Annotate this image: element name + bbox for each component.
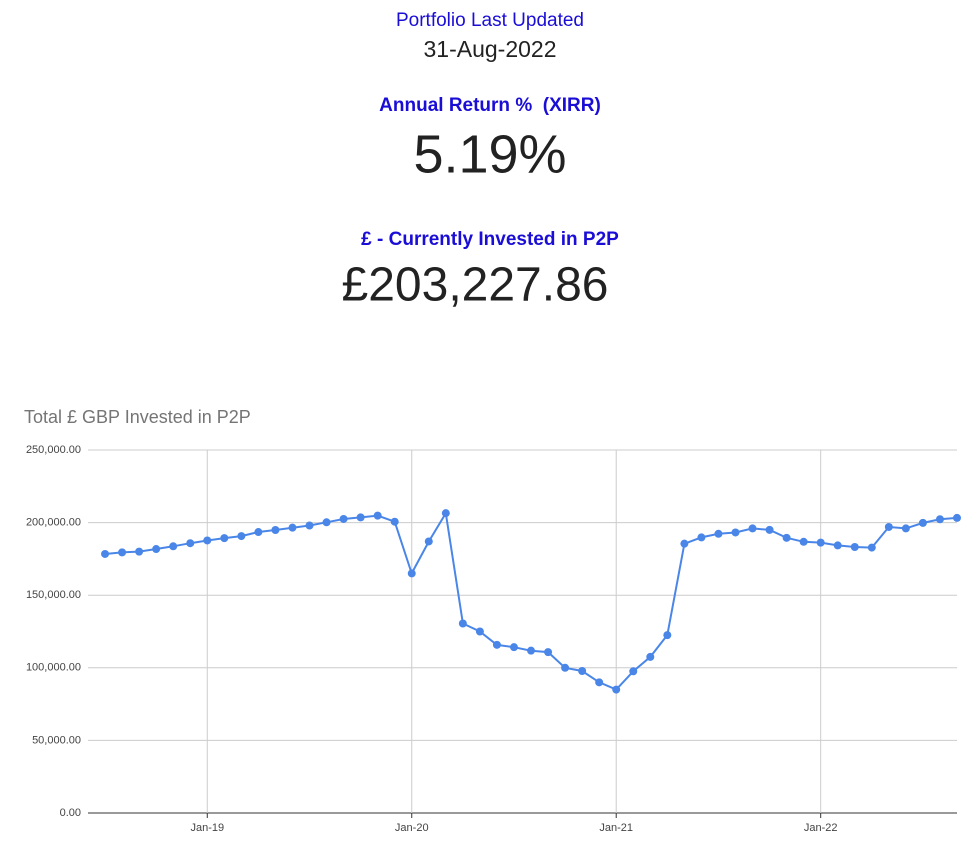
data-point — [867, 543, 876, 552]
data-point — [492, 640, 501, 649]
data-point — [629, 667, 638, 676]
updated-label: Portfolio Last Updated — [396, 10, 584, 31]
data-point — [884, 522, 893, 531]
data-point — [646, 652, 655, 661]
data-point — [850, 542, 859, 551]
x-tick-label: Jan-21 — [599, 822, 633, 834]
data-point — [152, 545, 161, 554]
data-point — [288, 523, 297, 532]
data-point — [782, 533, 791, 542]
return-value: 5.19% — [413, 124, 566, 184]
data-point — [578, 666, 587, 675]
y-tick-label: 200,000.00 — [26, 517, 81, 529]
x-tick-label: Jan-22 — [804, 822, 838, 834]
data-point — [714, 529, 723, 538]
data-point — [305, 521, 314, 530]
data-point — [680, 539, 689, 548]
data-point — [663, 631, 672, 640]
data-point — [697, 533, 706, 542]
data-point — [799, 537, 808, 546]
data-point — [373, 511, 382, 520]
y-tick-label: 100,000.00 — [26, 662, 81, 674]
data-point — [475, 627, 484, 636]
data-point — [833, 541, 842, 550]
return-label: Annual Return % (XIRR) — [379, 95, 601, 116]
data-point — [441, 509, 450, 518]
updated-date: 31-Aug-2022 — [424, 36, 557, 62]
data-line — [104, 510, 958, 691]
data-point — [527, 646, 536, 655]
data-point — [254, 528, 263, 537]
data-point — [612, 685, 621, 694]
data-point — [953, 513, 961, 522]
data-point — [271, 526, 280, 535]
data-point — [765, 525, 774, 534]
data-point — [407, 569, 416, 578]
data-point — [135, 547, 144, 556]
x-tick-label: Jan-19 — [190, 822, 224, 834]
data-point — [731, 528, 740, 537]
data-point — [203, 536, 212, 545]
data-point — [356, 513, 365, 522]
data-point — [935, 515, 944, 524]
data-point — [544, 648, 553, 657]
data-point — [390, 517, 399, 526]
data-point — [186, 539, 195, 548]
data-point — [509, 643, 518, 652]
y-tick-label: 250,000.00 — [26, 444, 81, 456]
y-tick-label: 0.00 — [60, 807, 81, 819]
data-point — [220, 534, 229, 543]
data-point — [118, 548, 127, 557]
y-tick-label: 50,000.00 — [32, 734, 81, 746]
data-point — [322, 518, 331, 527]
x-tick-label: Jan-20 — [395, 822, 429, 834]
data-point — [561, 663, 570, 672]
data-point — [237, 532, 246, 541]
data-point — [458, 619, 467, 628]
data-point — [101, 549, 110, 558]
data-point — [595, 678, 604, 687]
data-point — [901, 524, 910, 533]
data-point — [918, 518, 927, 527]
invested-value: £203,227.86 — [342, 259, 609, 312]
chart-title: Total £ GBP Invested in P2P — [24, 407, 251, 427]
invested-label: £ - Currently Invested in P2P — [361, 229, 619, 250]
y-tick-label: 150,000.00 — [26, 589, 81, 601]
data-point — [748, 524, 757, 533]
data-point — [169, 542, 178, 551]
data-point — [816, 538, 825, 547]
data-point — [339, 514, 348, 523]
data-point — [424, 537, 433, 546]
